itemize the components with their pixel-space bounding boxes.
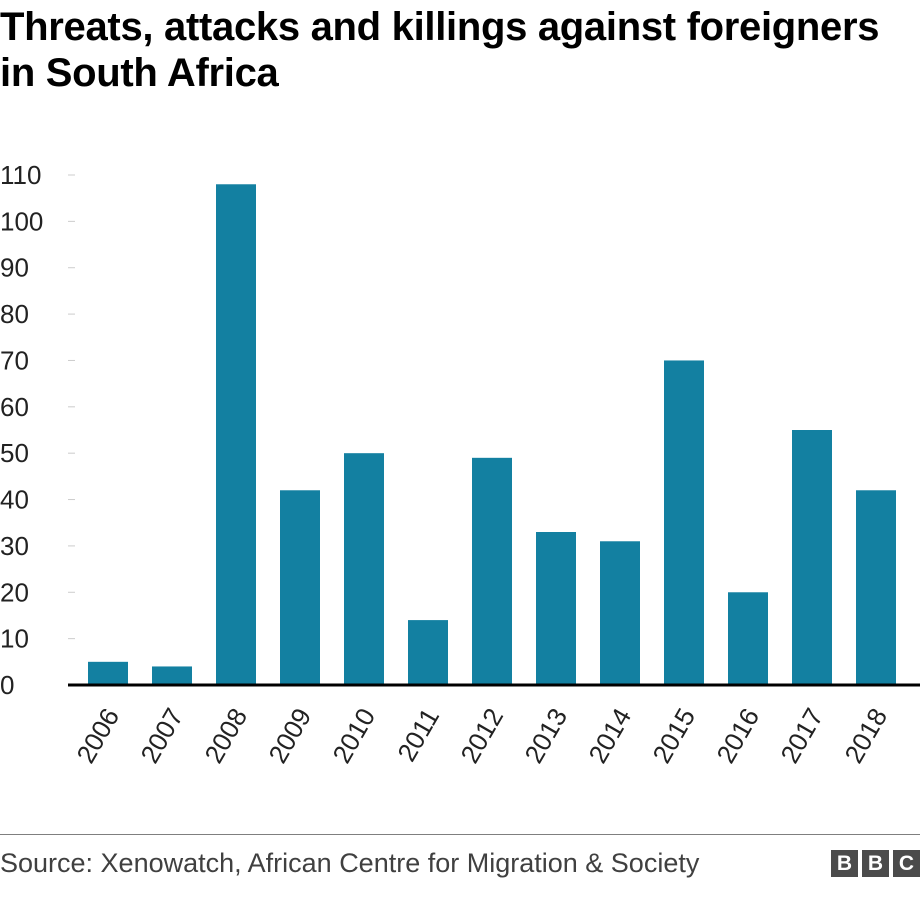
bars <box>88 184 896 685</box>
logo-letter: B <box>862 850 889 877</box>
x-tick-label: 2016 <box>710 703 765 768</box>
bar-2007 <box>152 666 192 685</box>
x-tick-label: 2012 <box>454 703 509 768</box>
x-tick-label: 2017 <box>774 703 829 768</box>
x-tick-label: 2015 <box>646 703 701 768</box>
y-tick-label: 110 <box>0 160 41 190</box>
x-tick-label: 2006 <box>70 703 125 768</box>
bar-2015 <box>664 360 704 685</box>
bar-2011 <box>408 620 448 685</box>
x-tick-label: 2010 <box>326 703 381 768</box>
bar-2012 <box>472 457 512 685</box>
x-tick-label: 2008 <box>198 703 253 768</box>
y-tick-label: 100 <box>0 206 43 236</box>
x-tick-label: 2011 <box>391 703 445 766</box>
x-tick-label: 2018 <box>838 703 893 768</box>
y-tick-label: 30 <box>0 531 29 561</box>
y-tick-label: 70 <box>0 345 29 375</box>
bar-2010 <box>344 453 384 685</box>
x-tick-label: 2013 <box>518 703 573 768</box>
bbc-logo: B B C <box>831 850 920 877</box>
bar-2016 <box>728 592 768 685</box>
bar-2013 <box>536 532 576 685</box>
bar-2009 <box>280 490 320 685</box>
bar-2017 <box>792 430 832 685</box>
bar-2014 <box>600 541 640 685</box>
source-note: Source: Xenowatch, African Centre for Mi… <box>0 848 700 878</box>
y-tick-label: 10 <box>0 624 29 654</box>
y-tick-label: 60 <box>0 392 29 422</box>
y-tick-label: 0 <box>0 670 14 700</box>
footer-divider <box>0 834 920 835</box>
logo-letter: C <box>893 850 920 877</box>
y-axis-ticks: 0 10 20 30 40 50 60 70 80 90 100 110 <box>0 160 75 700</box>
y-tick-label: 90 <box>0 253 29 283</box>
y-tick-label: 40 <box>0 485 29 515</box>
bar-2008 <box>216 184 256 685</box>
x-axis-ticks: 2006 2007 2008 2009 2010 2011 2012 2013 2014 2015… <box>70 703 893 768</box>
y-tick-label: 20 <box>0 577 29 607</box>
bar-2018 <box>856 490 896 685</box>
y-tick-label: 80 <box>0 299 29 329</box>
chart-title: Threats, attacks and killings against fo… <box>0 5 880 95</box>
x-tick-label: 2014 <box>582 703 637 768</box>
x-tick-label: 2007 <box>134 703 189 768</box>
logo-letter: B <box>831 850 858 877</box>
bar-2006 <box>88 661 128 685</box>
y-tick-label: 50 <box>0 438 29 468</box>
x-tick-label: 2009 <box>262 703 317 768</box>
